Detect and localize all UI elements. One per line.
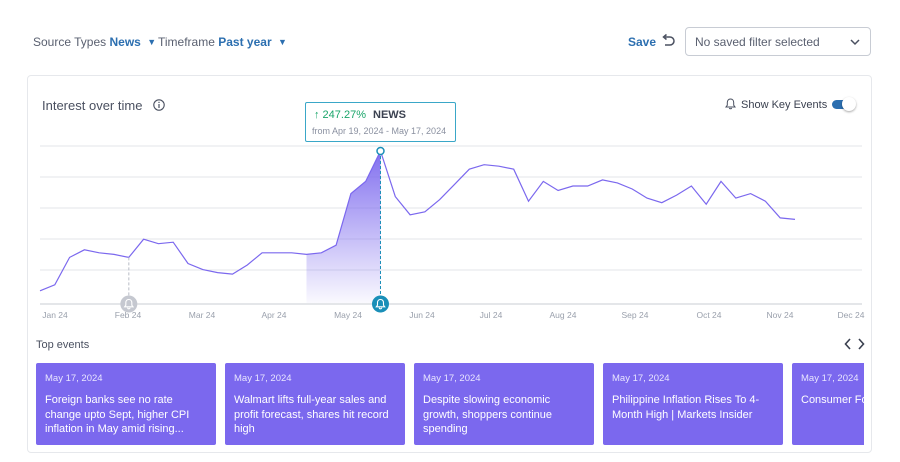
events-carousel: May 17, 2024 Foreign banks see no rate c…: [36, 363, 864, 446]
source-types-filter[interactable]: Source Types News ▼: [33, 35, 156, 49]
undo-icon[interactable]: [660, 33, 676, 49]
highlight-area: [306, 151, 381, 303]
x-tick-label: May 24: [334, 310, 362, 320]
bell-marker-icon[interactable]: [120, 295, 138, 313]
toggle-knob: [842, 97, 856, 111]
top-events-heading: Top events: [36, 339, 90, 351]
x-tick-label: Apr 24: [261, 310, 286, 320]
bell-icon: [123, 298, 135, 308]
card-title: Interest over time: [42, 98, 143, 113]
event-card[interactable]: May 17, 2024 Foreign banks see no rate c…: [36, 363, 216, 445]
event-title: Walmart lifts full-year sales and profit…: [234, 394, 389, 435]
event-card[interactable]: May 17, 2024 Consumer Fo Trends in UK: [792, 363, 864, 445]
event-date: May 17, 2024: [423, 373, 481, 384]
saved-filter-select[interactable]: No saved filter selected: [685, 27, 871, 56]
show-key-events-toggle[interactable]: [832, 97, 856, 111]
tooltip-source: NEWS: [373, 109, 406, 121]
x-tick-label: Sep 24: [622, 310, 649, 320]
event-title: Foreign banks see no rate change upto Se…: [45, 394, 190, 435]
event-title: Despite slowing economic growth, shopper…: [423, 394, 553, 435]
bell-icon: [375, 298, 386, 308]
saved-filter-value: No saved filter selected: [695, 35, 820, 49]
event-card[interactable]: May 17, 2024 Philippine Inflation Rises …: [603, 363, 783, 445]
series-line: [39, 149, 796, 292]
chevron-right-icon[interactable]: [856, 337, 866, 351]
event-card[interactable]: May 17, 2024 Despite slowing economic gr…: [414, 363, 594, 445]
bell-marker-icon[interactable]: [371, 295, 389, 313]
bell-marker-bg: [371, 295, 389, 313]
event-date: May 17, 2024: [45, 373, 103, 384]
tooltip-range: from Apr 19, 2024 - May 17, 2024: [312, 126, 447, 136]
x-tick-label: Jan 24: [42, 310, 68, 320]
x-tick-label: Oct 24: [696, 310, 721, 320]
x-tick-label: Jun 24: [409, 310, 435, 320]
x-tick-label: Nov 24: [767, 310, 794, 320]
focus-point: [376, 146, 385, 156]
timeframe-label: Timeframe: [158, 35, 215, 49]
event-date: May 17, 2024: [234, 373, 292, 384]
event-title: Philippine Inflation Rises To 4-Month Hi…: [612, 394, 760, 421]
filter-bar: Source Types News ▼ Timeframe Past year …: [0, 0, 900, 80]
x-tick-label: Aug 24: [550, 310, 577, 320]
event-card[interactable]: May 17, 2024 Walmart lifts full-year sal…: [225, 363, 405, 445]
bell-icon: [725, 98, 736, 110]
x-tick-label: Mar 24: [189, 310, 216, 320]
chevron-left-icon[interactable]: [843, 337, 853, 351]
source-types-label: Source Types: [33, 35, 107, 49]
x-tick-label: Jul 24: [480, 310, 503, 320]
chevron-down-icon: ▼: [277, 37, 287, 47]
event-date: May 17, 2024: [801, 373, 859, 384]
x-tick-label: Feb 24: [115, 310, 142, 320]
chevron-down-icon: [850, 39, 860, 46]
timeframe-value: Past year: [218, 35, 272, 49]
source-types-value: News: [109, 35, 141, 49]
x-tick-label: Dec 24: [838, 310, 865, 320]
chart-tooltip: ↑ 247.27% NEWS from Apr 19, 2024 - May 1…: [305, 102, 456, 142]
timeframe-filter[interactable]: Timeframe Past year ▼: [158, 35, 287, 49]
bell-clapper: [378, 307, 383, 310]
bell-marker-bg: [120, 295, 138, 313]
bell-clapper: [127, 307, 131, 310]
save-button[interactable]: Save: [628, 35, 657, 49]
info-icon[interactable]: [153, 99, 165, 111]
show-key-events-label: Show Key Events: [741, 99, 828, 111]
tooltip-change: ↑ 247.27%: [314, 109, 366, 121]
event-date: May 17, 2024: [612, 373, 670, 384]
chevron-down-icon: ▼: [147, 37, 157, 47]
event-title: Consumer Fo Trends in UK: [801, 394, 864, 406]
